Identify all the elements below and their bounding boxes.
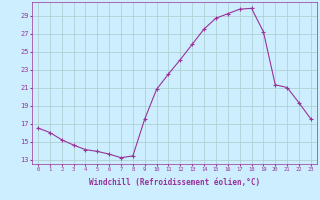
X-axis label: Windchill (Refroidissement éolien,°C): Windchill (Refroidissement éolien,°C): [89, 178, 260, 187]
